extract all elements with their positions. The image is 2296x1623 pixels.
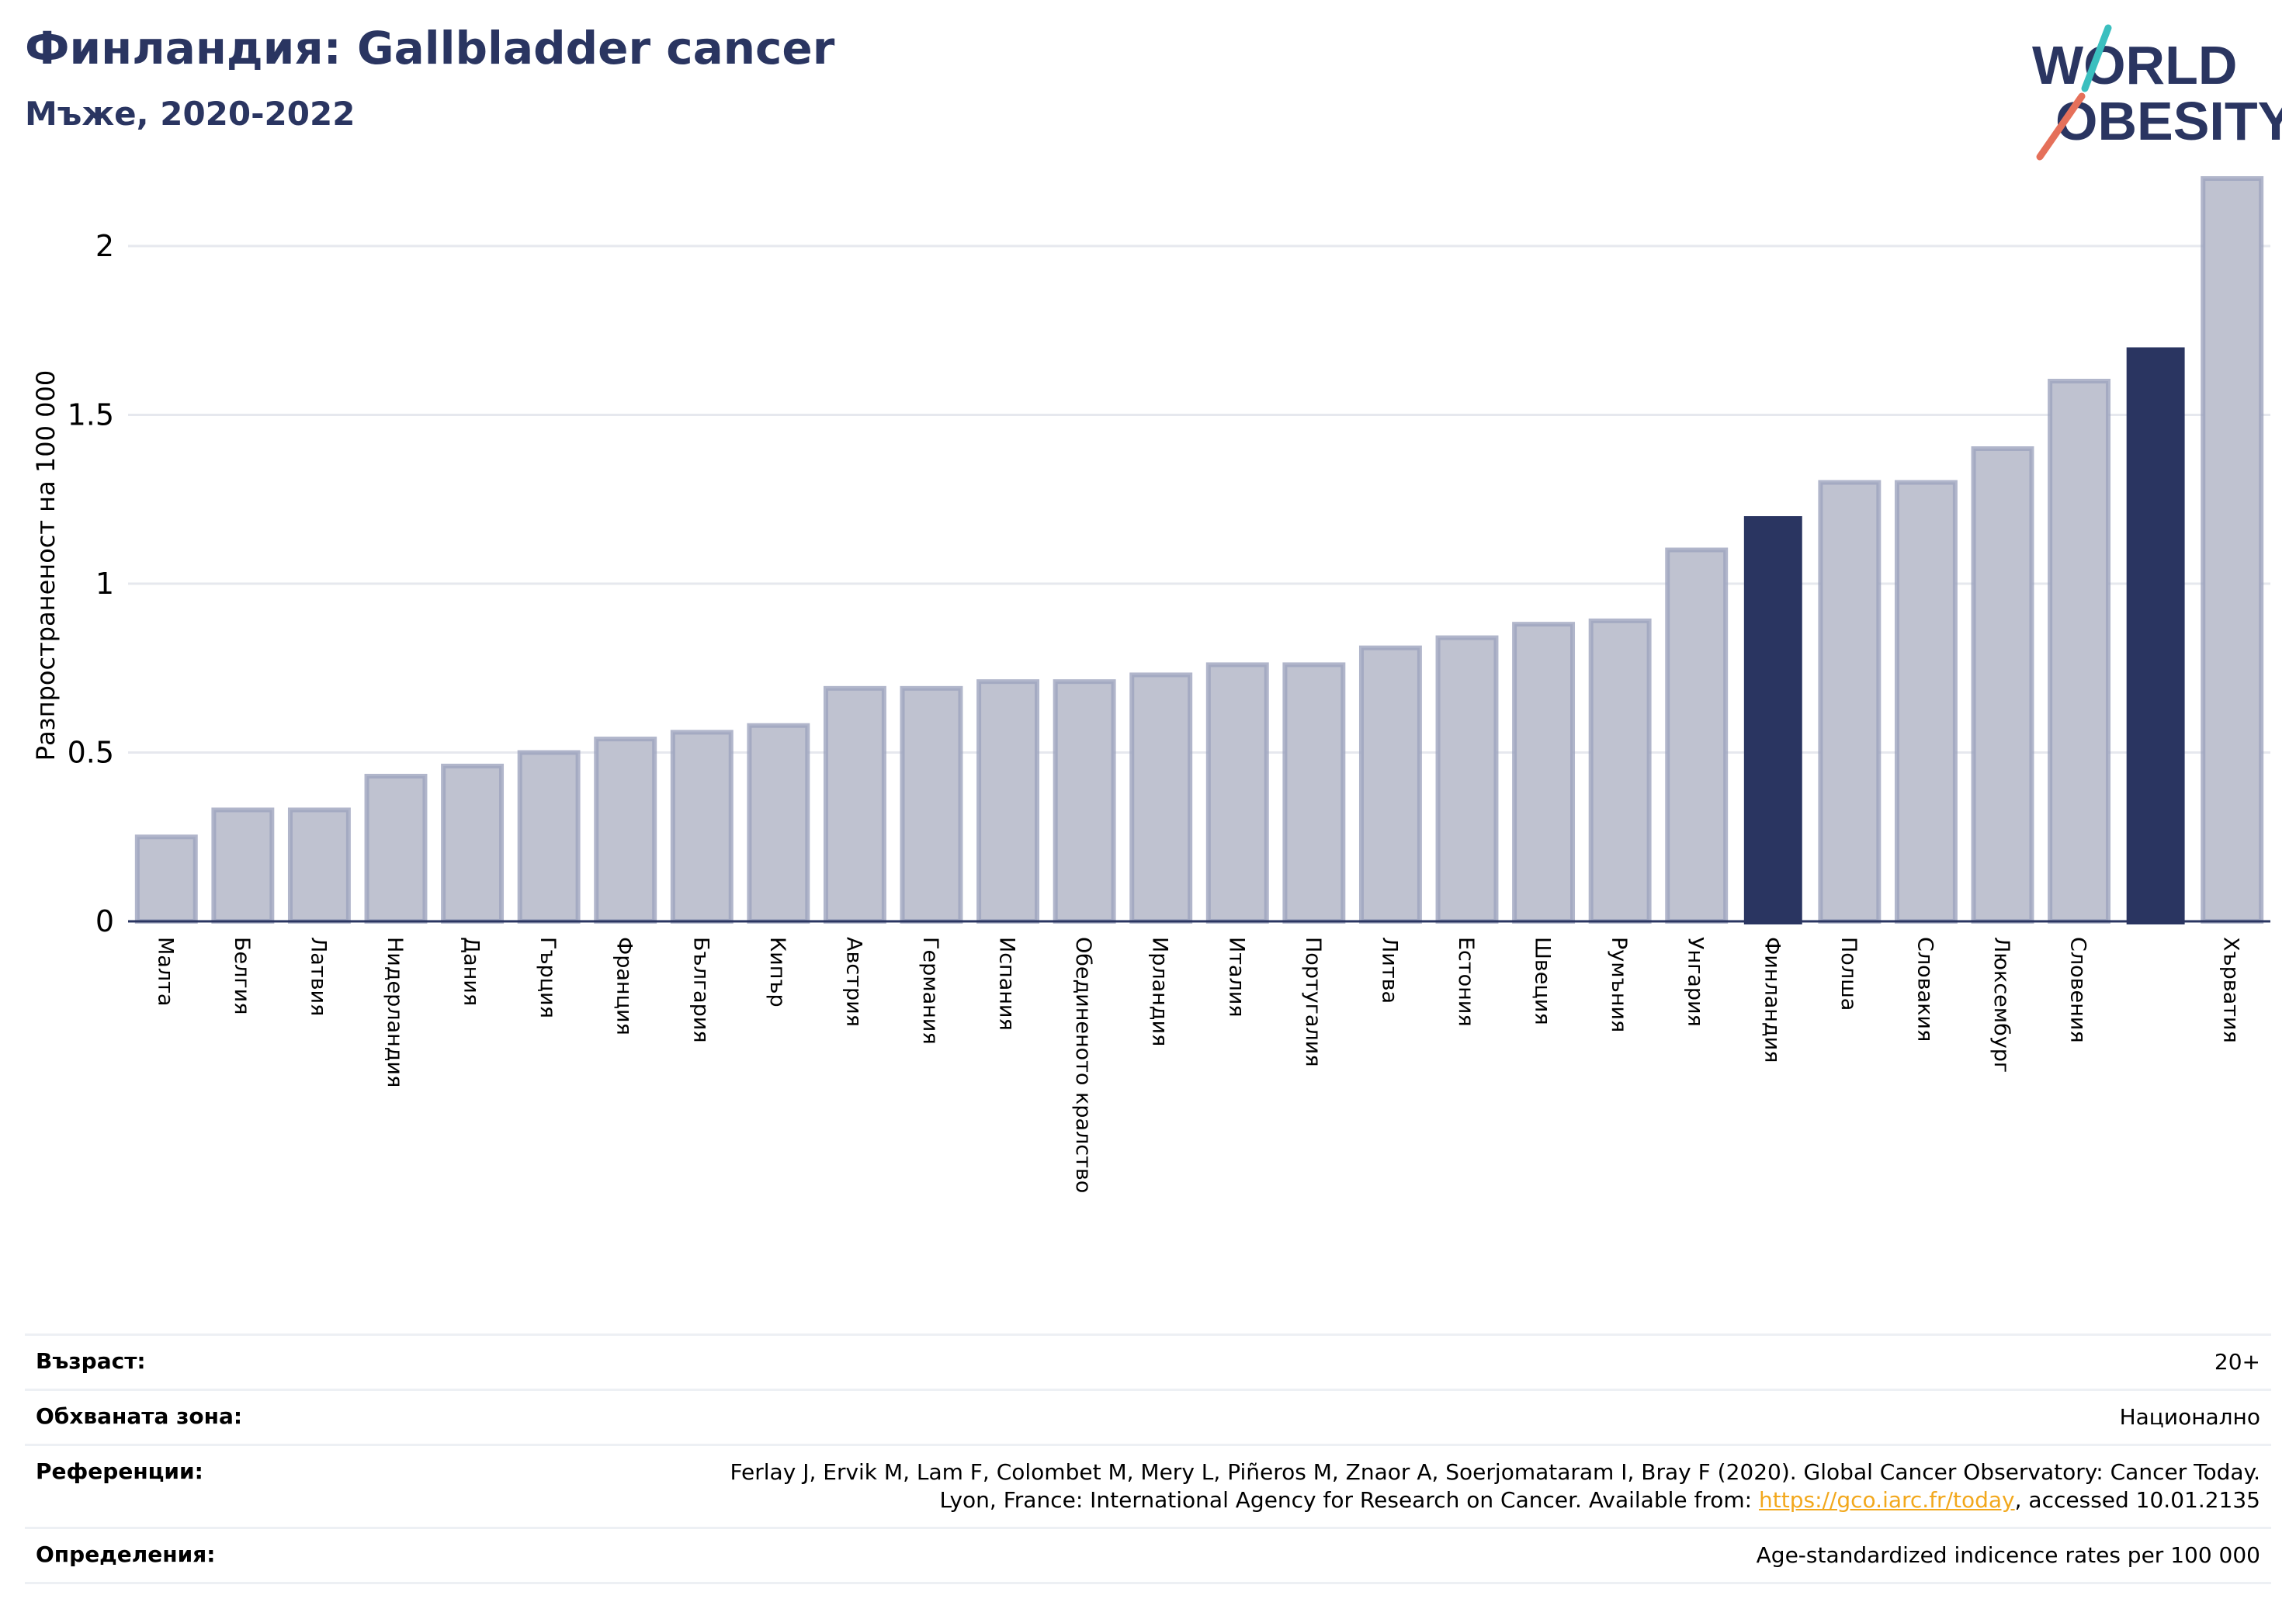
x-tick-label: Кипър (765, 937, 789, 1007)
x-tick-label: Словакия (1913, 937, 1937, 1042)
x-tick-label: Унгария (1684, 937, 1708, 1027)
bar (1894, 480, 1958, 924)
bar (1282, 662, 1346, 924)
x-tick-label: Литва (1377, 937, 1401, 1004)
metadata-table: Възраст: 20+ Обхваната зона: Национално … (25, 1333, 2271, 1584)
meta-value: Age-standardized indicence rates per 100… (1756, 1542, 2260, 1568)
meta-row-definitions: Определения: Age-standardized indicence … (25, 1527, 2271, 1584)
bar (823, 685, 886, 924)
x-tick-label: Белгия (230, 937, 254, 1014)
bar (1435, 635, 1499, 924)
bar (134, 834, 198, 924)
world-obesity-logo: WORLD OBESITY (2032, 24, 2282, 161)
meta-value: Национално (2119, 1404, 2260, 1430)
bar (1971, 446, 2034, 924)
y-tick-label: 1.5 (68, 398, 114, 432)
meta-row-age: Възраст: 20+ (25, 1333, 2271, 1389)
x-tick-label: Австрия (841, 937, 865, 1027)
x-tick-label: Люксембург (1989, 937, 2013, 1073)
x-tick-label: Ирландия (1148, 937, 1172, 1046)
bar (517, 750, 581, 924)
bar (1129, 672, 1193, 924)
x-tick-label: Франция (612, 937, 636, 1035)
bar (2201, 176, 2264, 924)
bar (670, 730, 734, 924)
x-tick-label: Малта (153, 937, 177, 1006)
bar (1512, 622, 1576, 924)
bar (2126, 347, 2185, 924)
bar (747, 723, 810, 924)
bar (2048, 379, 2111, 924)
bar (1588, 618, 1652, 924)
logo-text-world: WORLD (2032, 35, 2237, 95)
y-tick-label: 2 (95, 229, 114, 263)
y-tick-label: 1 (95, 567, 114, 601)
x-tick-label: Испания (995, 937, 1019, 1031)
meta-label: Обхваната зона: (36, 1403, 243, 1429)
bar (1205, 662, 1269, 924)
bar (976, 679, 1040, 924)
bar (1818, 480, 1882, 924)
bar (1358, 645, 1422, 924)
x-tick-label: Финландия (1760, 937, 1784, 1063)
reference-line-1: Ferlay J, Ervik M, Lam F, Colombet M, Me… (730, 1459, 2260, 1485)
x-tick-label: Латвия (306, 937, 330, 1016)
x-tick-label: Хърватия (2219, 937, 2243, 1043)
y-axis-label: Разпространеност на 100 000 (31, 370, 61, 761)
reference-line-2-pre: Lyon, France: International Agency for R… (939, 1487, 1759, 1513)
x-tick-label: Италия (1224, 937, 1248, 1018)
meta-label: Възраст: (36, 1348, 146, 1374)
x-tick-label: Обединеното кралство (1071, 937, 1095, 1193)
x-tick-label: Дания (460, 937, 484, 1006)
bar (364, 773, 428, 924)
meta-label: Определения: (36, 1542, 216, 1567)
y-tick-label: 0.5 (68, 736, 114, 770)
bar (594, 737, 657, 924)
bar (1053, 679, 1116, 924)
x-tick-label: Гърция (536, 937, 560, 1018)
meta-value: Ferlay J, Ervik M, Lam F, Colombet M, Me… (730, 1458, 2260, 1514)
meta-value: 20+ (2214, 1349, 2260, 1375)
bar-chart: 0 0.5 1 1.5 2 Разпространеност на 100 000 Малт… (31, 176, 2270, 1193)
bar (287, 807, 351, 924)
logo-text-obesity: OBESITY (2055, 91, 2282, 151)
x-tick-label: Нидерландия (383, 937, 407, 1087)
x-tick-label: Германия (918, 937, 942, 1045)
bar (900, 685, 963, 924)
meta-row-area: Обхваната зона: Национално (25, 1389, 2271, 1444)
reference-link[interactable]: https://gco.iarc.fr/today (1759, 1487, 2015, 1513)
bar (1665, 547, 1729, 924)
x-tick-label: Швеция (1531, 937, 1555, 1025)
x-tick-label: Румъния (1607, 937, 1631, 1032)
x-tick-label: Португалия (1301, 937, 1325, 1066)
bar (211, 807, 275, 924)
meta-label: Референции: (36, 1458, 203, 1484)
x-tick-label: България (688, 937, 713, 1043)
chart-subtitle: Мъже, 2020-2022 (25, 95, 355, 133)
bar (1743, 516, 1802, 924)
bar (441, 763, 505, 924)
x-tick-label: Естония (1454, 937, 1478, 1027)
reference-line-2-post: , accessed 10.01.2135 (2014, 1487, 2260, 1513)
x-tick-label: Полша (1836, 937, 1861, 1011)
meta-row-references: Референции: Ferlay J, Ervik M, Lam F, Co… (25, 1444, 2271, 1527)
chart-title: Финландия: Gallbladder cancer (25, 22, 835, 75)
x-tick-label: Словения (2066, 937, 2090, 1043)
y-tick-label: 0 (95, 904, 114, 938)
